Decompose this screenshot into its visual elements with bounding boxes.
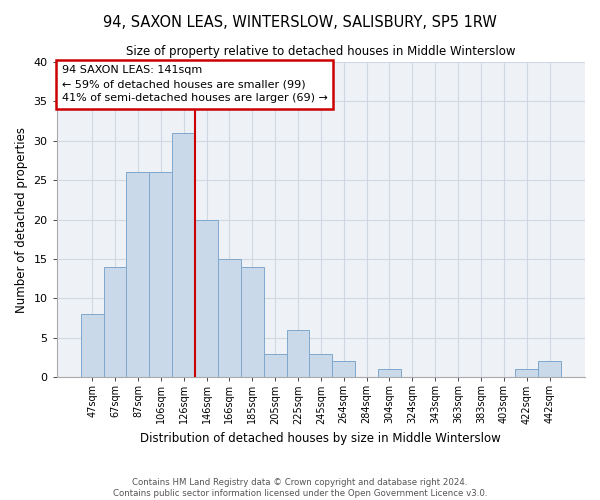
Bar	[149, 172, 172, 377]
Bar	[218, 259, 241, 377]
Bar	[241, 267, 263, 377]
Bar	[104, 267, 127, 377]
Text: 94 SAXON LEAS: 141sqm
← 59% of detached houses are smaller (99)
41% of semi-deta: 94 SAXON LEAS: 141sqm ← 59% of detached …	[62, 65, 328, 103]
Bar	[332, 362, 355, 377]
Bar	[127, 172, 149, 377]
Bar	[310, 354, 332, 377]
Bar	[538, 362, 561, 377]
Bar	[515, 370, 538, 377]
Bar	[172, 133, 195, 377]
Bar	[378, 370, 401, 377]
X-axis label: Distribution of detached houses by size in Middle Winterslow: Distribution of detached houses by size …	[140, 432, 501, 445]
Title: Size of property relative to detached houses in Middle Winterslow: Size of property relative to detached ho…	[126, 45, 515, 58]
Bar	[287, 330, 310, 377]
Text: Contains HM Land Registry data © Crown copyright and database right 2024.
Contai: Contains HM Land Registry data © Crown c…	[113, 478, 487, 498]
Text: 94, SAXON LEAS, WINTERSLOW, SALISBURY, SP5 1RW: 94, SAXON LEAS, WINTERSLOW, SALISBURY, S…	[103, 15, 497, 30]
Bar	[263, 354, 287, 377]
Bar	[195, 220, 218, 377]
Bar	[81, 314, 104, 377]
Y-axis label: Number of detached properties: Number of detached properties	[15, 126, 28, 312]
